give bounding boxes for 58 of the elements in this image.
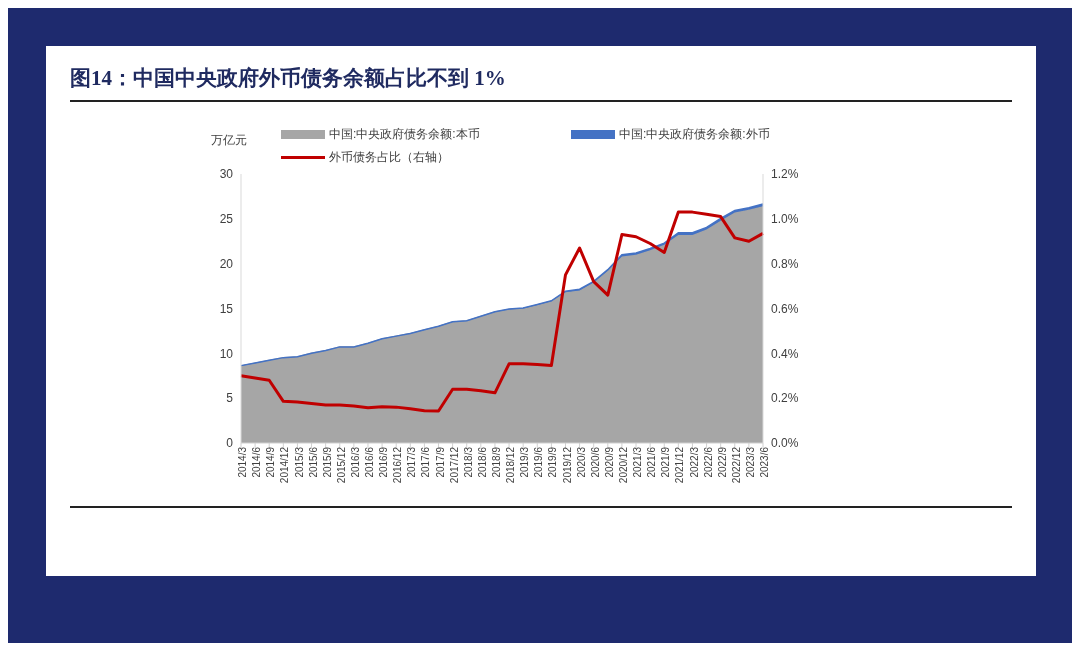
y2-tick-label: 1.0%: [771, 212, 799, 227]
x-tick-label: 2022/12: [730, 446, 742, 484]
y-tick-label: 0: [226, 436, 234, 451]
y-tick-label: 15: [219, 301, 234, 316]
x-tick-label: 2018/6: [476, 446, 488, 478]
x-tick-label: 2023/6: [759, 446, 771, 478]
legend-label: 外币债务占比（右轴）: [329, 149, 449, 166]
x-tick-label: 2020/12: [618, 446, 630, 484]
x-tick-label: 2015/12: [335, 446, 347, 484]
y-tick-label: 5: [226, 391, 234, 406]
x-tick-label: 2019/3: [519, 446, 531, 478]
y2-tick-label: 0.0%: [771, 436, 799, 451]
x-tick-label: 2014/6: [251, 446, 263, 478]
legend-label: 中国:中央政府债务余额:本币: [329, 126, 480, 143]
x-tick-label: 2016/3: [349, 446, 361, 478]
y2-tick-label: 0.2%: [771, 391, 799, 406]
x-tick-label: 2022/6: [702, 446, 714, 478]
x-tick-label: 2018/9: [491, 446, 503, 478]
x-tick-label: 2019/12: [561, 446, 573, 484]
y-tick-label: 20: [219, 256, 234, 271]
x-tick-label: 2017/9: [434, 446, 446, 478]
x-tick-label: 2016/6: [364, 446, 376, 478]
x-tick-label: 2015/9: [321, 446, 333, 478]
x-tick-label: 2017/6: [420, 446, 432, 478]
x-tick-label: 2019/6: [533, 446, 545, 478]
x-tick-label: 2020/9: [603, 446, 615, 478]
x-tick-label: 2018/3: [462, 446, 474, 478]
x-tick-label: 2019/9: [547, 446, 559, 478]
y2-tick-label: 0.6%: [771, 301, 799, 316]
legend-label: 中国:中央政府债务余额:外币: [619, 126, 770, 143]
y2-tick-label: 1.2%: [771, 167, 799, 182]
x-tick-label: 2017/12: [448, 446, 460, 484]
y2-tick-label: 0.8%: [771, 256, 799, 271]
y-tick-label: 10: [219, 346, 234, 361]
x-tick-label: 2018/12: [505, 446, 517, 484]
x-tick-label: 2014/12: [279, 446, 291, 484]
x-tick-label: 2015/6: [307, 446, 319, 478]
chart-title: 图14：中国中央政府外币债务余额占比不到 1%: [70, 65, 506, 92]
x-tick-label: 2021/9: [660, 446, 672, 478]
line-series: [239, 210, 765, 413]
y-tick-label: 30: [219, 167, 234, 182]
x-tick-label: 2020/3: [575, 446, 587, 478]
x-tick-label: 2016/12: [392, 446, 404, 484]
x-tick-label: 2014/3: [237, 446, 249, 478]
x-tick-label: 2023/3: [744, 446, 756, 478]
y-tick-label: 25: [219, 212, 234, 227]
x-tick-label: 2016/9: [378, 446, 390, 478]
y-axis-title: 万亿元: [211, 132, 247, 149]
x-tick-label: 2015/3: [293, 446, 305, 478]
x-tick-label: 2014/9: [265, 446, 277, 478]
x-tick-label: 2020/6: [589, 446, 601, 478]
y2-tick-label: 0.4%: [771, 346, 799, 361]
x-tick-label: 2022/9: [716, 446, 728, 478]
x-tick-label: 2022/3: [688, 446, 700, 478]
x-tick-label: 2021/12: [674, 446, 686, 484]
x-tick-label: 2017/3: [406, 446, 418, 478]
x-tick-label: 2021/3: [632, 446, 644, 478]
x-tick-label: 2021/6: [646, 446, 658, 478]
